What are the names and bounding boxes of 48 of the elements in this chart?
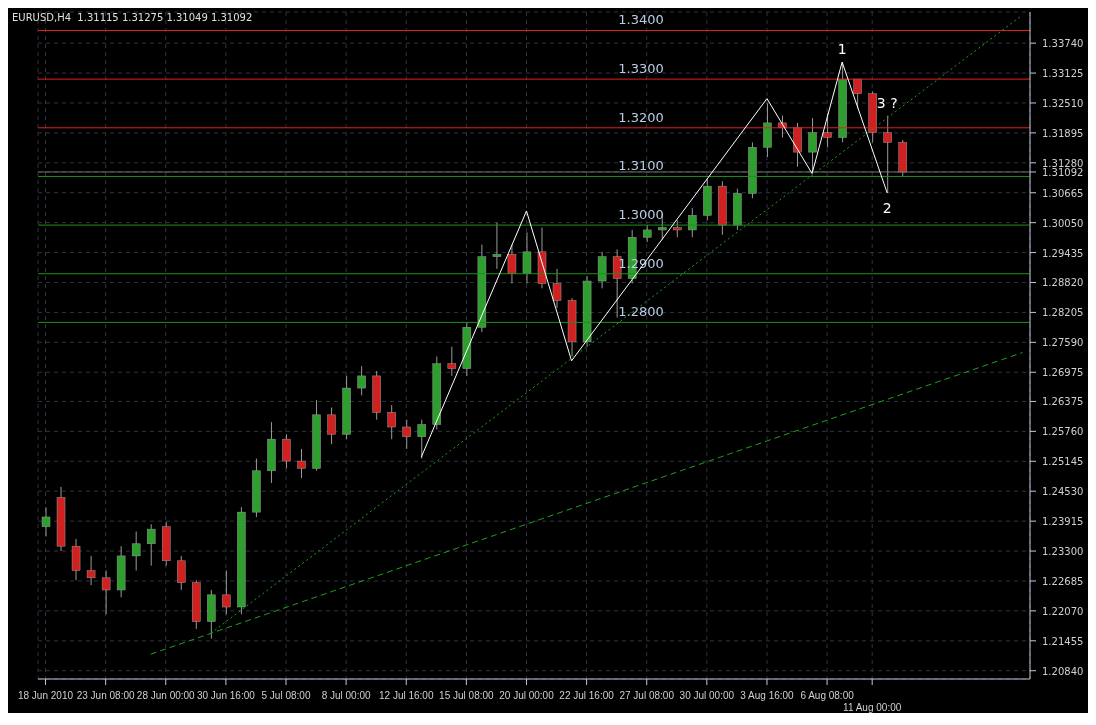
y-tick-label: 1.22685 xyxy=(1042,575,1084,587)
x-tick-label: 20 Jul 00:00 xyxy=(499,690,555,701)
y-tick-label: 1.30050 xyxy=(1042,217,1084,229)
annotation: 3 ? xyxy=(876,94,898,111)
x-tick-label: 3 Aug 16:00 xyxy=(740,690,795,701)
y-tick-label: 1.23915 xyxy=(1042,516,1084,528)
annotation: 1 xyxy=(837,41,847,58)
x-tick-label: 8 Jul 00:00 xyxy=(321,690,372,701)
y-tick-label: 1.24530 xyxy=(1042,486,1084,498)
ref-line-label: 1.3400 xyxy=(618,12,664,28)
y-tick-label: 1.20840 xyxy=(1042,665,1084,677)
y-tick-label: 1.21455 xyxy=(1042,635,1084,647)
x-tick-label: 11 Aug 00:00 xyxy=(843,702,902,713)
annotation: 2 xyxy=(882,199,892,216)
chart-title: EURUSD,H4 1.31115 1.31275 1.31049 1.31092 xyxy=(12,12,253,23)
y-tick-label: 1.33740 xyxy=(1042,38,1084,50)
x-tick-label: 18 Jun 2010 xyxy=(17,690,74,701)
x-tick-label: 30 Jun 16:00 xyxy=(196,690,256,701)
y-tick-label: 1.26375 xyxy=(1042,396,1084,408)
ref-line-label: 1.3100 xyxy=(618,158,664,174)
y-tick-label: 1.27590 xyxy=(1042,337,1084,349)
x-tick-label: 22 Jul 16:00 xyxy=(559,690,615,701)
y-tick-label: 1.23300 xyxy=(1042,546,1084,558)
y-tick-label: 1.26975 xyxy=(1042,367,1084,379)
y-tick-label: 1.25145 xyxy=(1042,456,1084,468)
ref-line-label: 1.3000 xyxy=(618,207,664,223)
y-tick-label: 1.31895 xyxy=(1042,127,1084,139)
y-tick-label: 1.30665 xyxy=(1042,187,1084,199)
ref-line-label: 1.3300 xyxy=(618,61,664,77)
x-tick-label: 30 Jul 00:00 xyxy=(679,690,735,701)
x-tick-label: 23 Jun 08:00 xyxy=(76,690,135,701)
y-tick-label: 1.25760 xyxy=(1042,426,1084,438)
ref-line-label: 1.3200 xyxy=(618,109,664,125)
y-tick-label: 1.31280 xyxy=(1042,157,1084,169)
x-tick-label: 15 Jul 08:00 xyxy=(439,690,495,701)
x-tick-label: 5 Jul 08:00 xyxy=(261,690,311,701)
x-tick-label: 27 Jul 08:00 xyxy=(619,690,675,701)
y-tick-label: 1.29435 xyxy=(1042,247,1084,259)
y-tick-label: 1.32510 xyxy=(1042,97,1084,109)
ref-line-label: 1.2800 xyxy=(618,304,664,320)
y-tick-label: 1.31092 xyxy=(1042,166,1084,178)
y-tick-label: 1.28820 xyxy=(1042,277,1084,289)
x-tick-label: 6 Aug 08:00 xyxy=(800,690,855,701)
x-tick-label: 12 Jul 16:00 xyxy=(378,690,434,701)
x-tick-label: 28 Jun 00:00 xyxy=(136,690,196,701)
y-tick-label: 1.22070 xyxy=(1042,605,1084,617)
y-tick-label: 1.33125 xyxy=(1042,68,1084,80)
y-tick-label: 1.28205 xyxy=(1042,307,1084,319)
